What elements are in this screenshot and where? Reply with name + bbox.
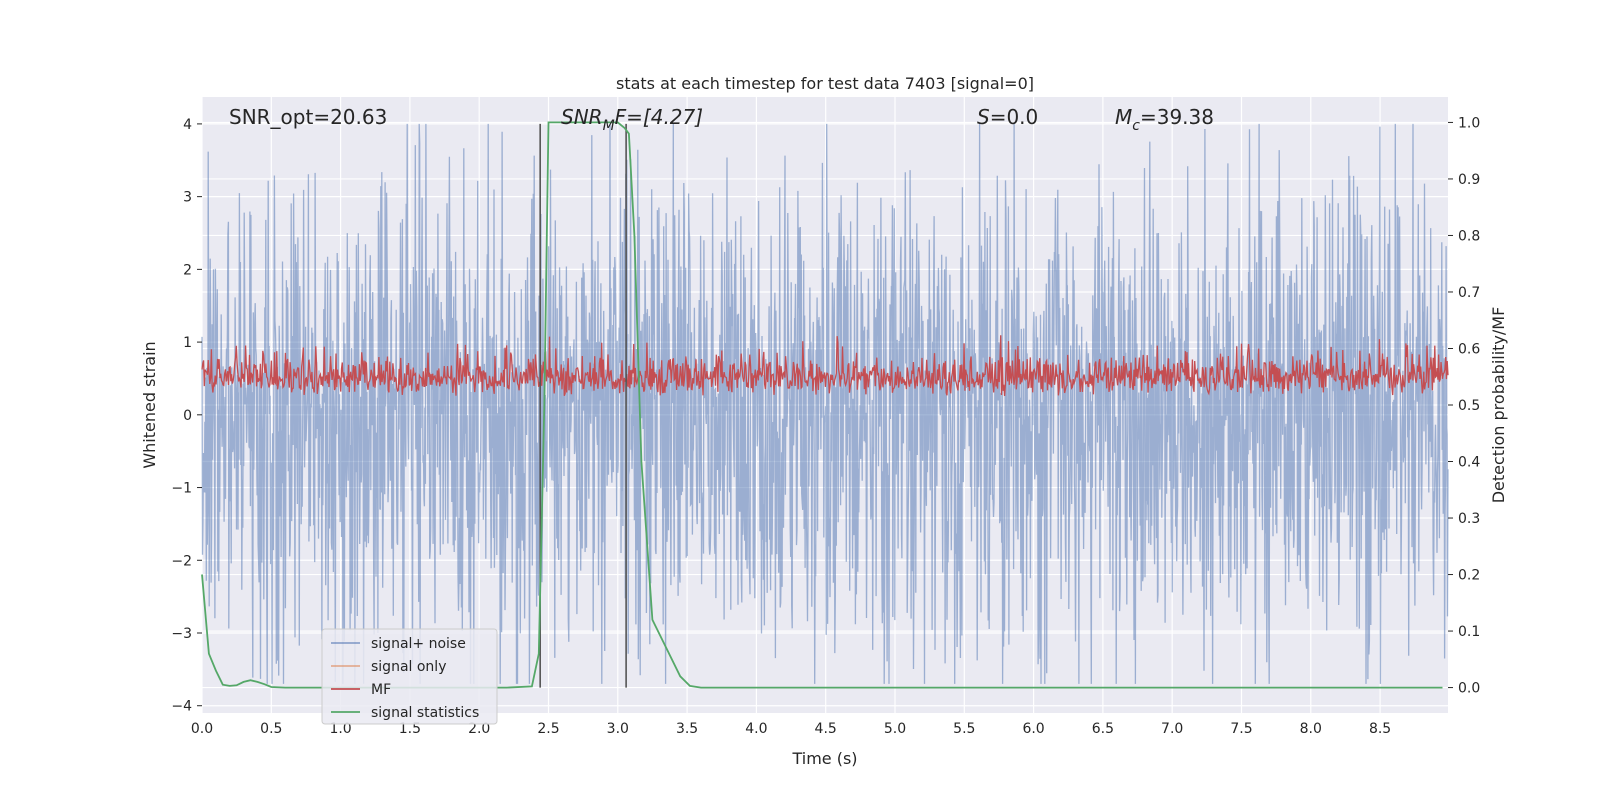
x-tick-label: 1.5 xyxy=(399,721,421,737)
y-axis-label-right: Detection probability/MF xyxy=(1489,307,1508,504)
x-tick-label: 5.5 xyxy=(953,721,975,737)
legend: signal+ noise signal only MF signal statist… xyxy=(321,628,498,725)
y-left-tick-label: 4 xyxy=(183,117,192,133)
legend-label: signal only xyxy=(371,659,446,675)
x-tick-label: 6.5 xyxy=(1092,721,1114,737)
x-tick-label: 1.0 xyxy=(329,721,351,737)
x-tick-label: 6.0 xyxy=(1022,721,1044,737)
y-left-tick-label: −3 xyxy=(171,626,192,642)
x-tick-label: 8.0 xyxy=(1300,721,1322,737)
y-left-tick-label: −1 xyxy=(171,481,192,497)
x-tick-label: 4.0 xyxy=(745,721,767,737)
y-left-tick-label: 3 xyxy=(183,190,192,206)
x-tick-label: 0.0 xyxy=(191,721,213,737)
x-tick-label: 0.5 xyxy=(260,721,282,737)
x-tick-label: 2.5 xyxy=(537,721,559,737)
y-left-tick-label: 0 xyxy=(183,408,192,424)
legend-label: MF xyxy=(371,682,391,698)
snr-mf-sub: M xyxy=(603,118,615,134)
s-rest: =0.0 xyxy=(990,105,1039,129)
x-tick-label: 8.5 xyxy=(1369,721,1391,737)
y-right-tick-label: 0.8 xyxy=(1458,228,1480,244)
grid-y-left xyxy=(202,123,1448,707)
x-tick-label: 3.0 xyxy=(607,721,629,737)
x-axis-label: Time (s) xyxy=(791,749,857,768)
annotation-s: S=0.0 xyxy=(977,105,1038,129)
x-tick-label: 4.5 xyxy=(815,721,837,737)
x-tick-label: 7.0 xyxy=(1161,721,1183,737)
y-left-tick-label: 1 xyxy=(183,335,192,351)
signal-statistics-line xyxy=(201,121,1443,689)
annotation-snr-mf: SNRMF=[4.27] xyxy=(561,105,703,134)
x-tick-label: 2.0 xyxy=(468,721,490,737)
series-signal-statistics xyxy=(201,121,1443,689)
legend-items: signal+ noise signal only MF signal statist… xyxy=(331,636,479,721)
x-tick-label: 3.5 xyxy=(676,721,698,737)
annotation-mc: Mc=39.38 xyxy=(1115,105,1214,134)
mc-sub: c xyxy=(1132,118,1140,134)
s-main: S xyxy=(977,105,990,129)
legend-label: signal statistics xyxy=(371,705,479,721)
mc-main: M xyxy=(1115,105,1132,129)
y-right-tick-labels: 1.0 0.9 0.8 0.7 0.6 0.5 0.4 0.3 0.2 0.1 0.0 xyxy=(1448,115,1480,697)
y-right-tick-label: 1.0 xyxy=(1458,115,1480,131)
mf-line xyxy=(201,335,1449,397)
x-tick-label: 5.0 xyxy=(884,721,906,737)
y-right-tick-label: 0.5 xyxy=(1458,398,1480,414)
series-signal-plus-noise xyxy=(201,123,1449,684)
y-left-tick-label: −2 xyxy=(171,553,192,569)
snr-mf-rest: F=[4.27] xyxy=(615,105,703,129)
y-right-tick-label: 0.9 xyxy=(1458,172,1480,188)
series-mf xyxy=(201,335,1449,397)
y-right-tick-label: 0.3 xyxy=(1458,511,1480,527)
y-left-tick-label: −4 xyxy=(171,699,192,715)
y-right-tick-label: 0.1 xyxy=(1458,624,1480,640)
y-left-tick-labels: 4 3 2 1 0 −1 −2 −3 −4 xyxy=(171,117,202,715)
annotation-snr-opt: SNR_opt=20.63 xyxy=(229,105,387,129)
y-right-tick-label: 0.6 xyxy=(1458,341,1480,357)
y-right-tick-label: 0.2 xyxy=(1458,568,1480,584)
chart-title: stats at each timestep for test data 740… xyxy=(616,74,1034,93)
x-tick-labels: 0.0 0.5 1.0 1.5 2.0 2.5 3.0 3.5 4.0 4.5 5.0 5.5 6.0 6… xyxy=(191,721,1391,737)
legend-label: signal+ noise xyxy=(371,636,466,652)
y-right-tick-label: 0.4 xyxy=(1458,455,1480,471)
snr-mf-main: SNR xyxy=(561,105,603,129)
x-tick-label: 7.5 xyxy=(1230,721,1252,737)
y-right-tick-label: 0.0 xyxy=(1458,681,1480,697)
y-left-tick-label: 2 xyxy=(183,262,192,278)
y-right-tick-label: 0.7 xyxy=(1458,285,1480,301)
mc-rest: =39.38 xyxy=(1140,105,1214,129)
legend-box xyxy=(321,628,498,725)
y-axis-label-left: Whitened strain xyxy=(140,341,159,468)
signal-plus-noise-line xyxy=(201,123,1449,684)
